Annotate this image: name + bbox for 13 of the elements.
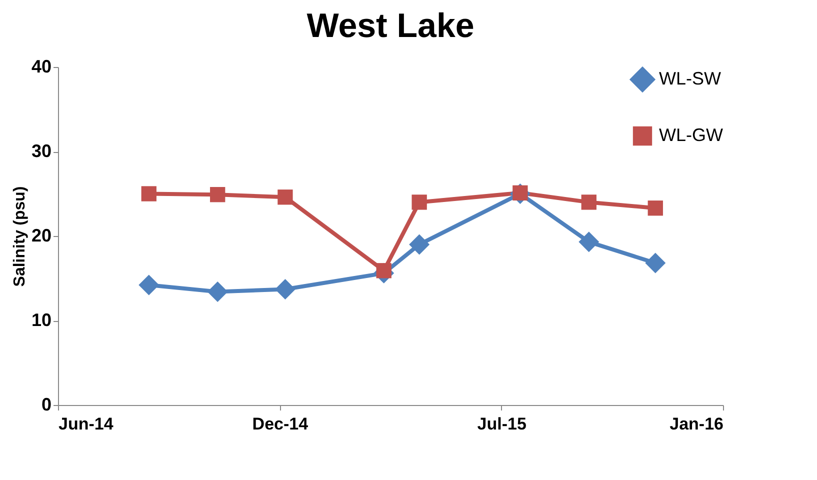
y-axis-title: Salinity (psu) bbox=[11, 186, 28, 287]
x-tick-label: Dec-14 bbox=[252, 414, 309, 434]
y-tick-label: 30 bbox=[31, 141, 52, 161]
x-tick-label: Jul-15 bbox=[477, 414, 526, 434]
y-tick-label: 40 bbox=[31, 56, 52, 76]
x-tick-label: Jun-14 bbox=[58, 414, 114, 434]
y-tick-label: 0 bbox=[41, 394, 52, 414]
x-tick-label: Jan-16 bbox=[670, 414, 724, 434]
y-tick-label: 10 bbox=[31, 310, 52, 330]
legend-label: WL-GW bbox=[659, 125, 723, 145]
chart-title: West Lake bbox=[306, 7, 474, 45]
y-tick-label: 20 bbox=[31, 226, 52, 246]
legend-label: WL-SW bbox=[659, 68, 721, 88]
